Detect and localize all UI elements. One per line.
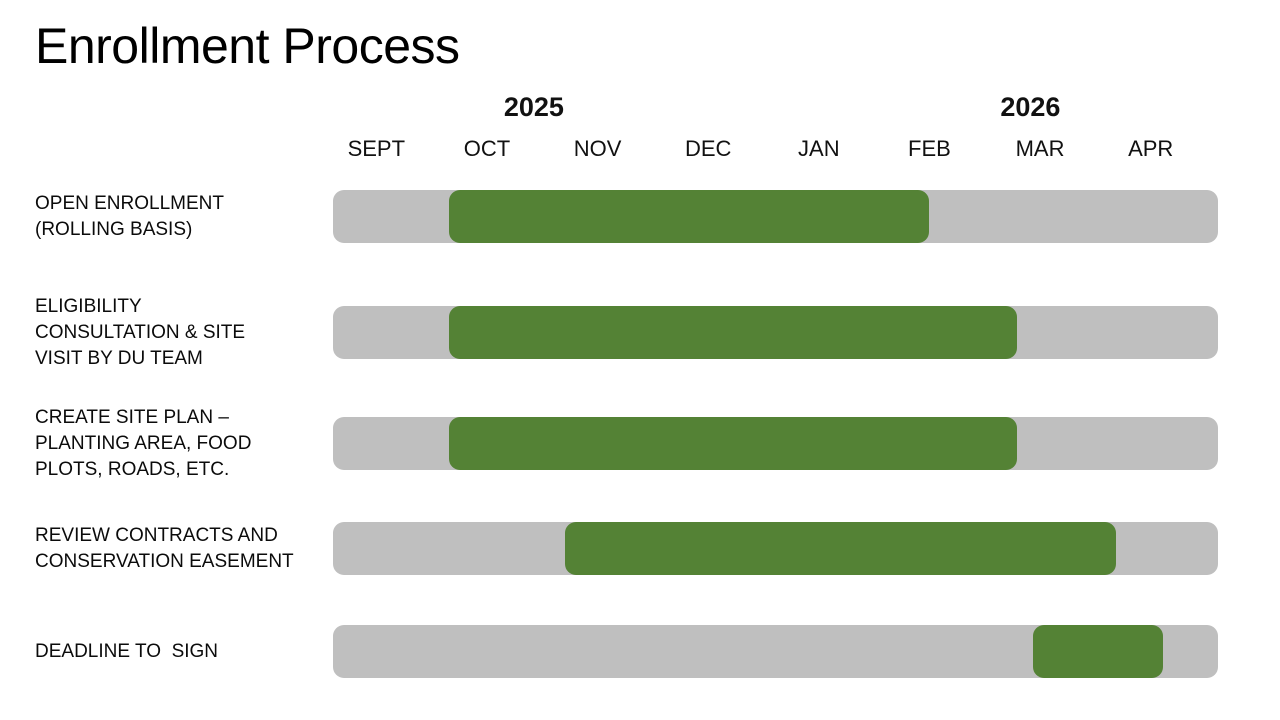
task-row: REVIEW CONTRACTS AND CONSERVATION EASEMEN… — [0, 522, 1280, 575]
task-label-line: (ROLLING BASIS) — [35, 218, 193, 240]
task-label: CREATE SITE PLAN – PLANTING AREA, FOOD PLO… — [35, 405, 325, 483]
task-label: DEADLINE TO SIGN — [35, 639, 325, 665]
bar-active-segment — [449, 417, 1017, 470]
bar-track — [333, 306, 1218, 359]
month-label: FEB — [908, 136, 951, 161]
task-label-line: PLANTING AREA, FOOD — [35, 432, 252, 454]
task-label-line: CONSERVATION EASEMENT — [35, 550, 294, 572]
bar-track — [333, 190, 1218, 243]
month-label: JAN — [798, 136, 840, 161]
year-labels: 2025 2026 — [333, 92, 1218, 122]
month-label: MAR — [1015, 136, 1065, 161]
month-label: SEPT — [347, 136, 406, 161]
task-label: OPEN ENROLLMENT (ROLLING BASIS) — [35, 191, 325, 243]
month-label: APR — [1128, 136, 1174, 161]
task-label: REVIEW CONTRACTS AND CONSERVATION EASEMEN… — [35, 523, 325, 575]
task-label-line: OPEN ENROLLMENT — [35, 192, 224, 214]
bar-active-segment — [1033, 625, 1163, 678]
task-label: ELIGIBILITY CONSULTATION & SITE VISIT BY D… — [35, 294, 325, 372]
year-label: 2026 — [1000, 92, 1061, 122]
task-label-line: VISIT BY DU TEAM — [35, 347, 203, 369]
month-label: NOV — [573, 136, 622, 161]
bar-track — [333, 417, 1218, 470]
bar-active-segment — [565, 522, 1117, 575]
task-row: CREATE SITE PLAN – PLANTING AREA, FOOD PLO… — [0, 407, 1280, 480]
month-labels: SEPT OCT NOV DEC JAN FEB MAR APR — [321, 136, 1206, 162]
month-label: OCT — [463, 136, 511, 161]
timeline-chart: 2025 2026 SEPT OCT NOV DEC JAN FEB MAR APR — [333, 0, 1218, 720]
task-label-line: REVIEW CONTRACTS AND — [35, 524, 278, 546]
task-label-line: DEADLINE TO SIGN — [35, 640, 219, 662]
page-title: Enrollment Process — [35, 18, 460, 74]
task-label-line: CREATE SITE PLAN – — [35, 406, 229, 428]
task-label-line: ELIGIBILITY — [35, 295, 142, 317]
bar-active-segment — [449, 190, 930, 243]
month-label: DEC — [684, 136, 732, 161]
bar-track — [333, 625, 1218, 678]
task-label-line: CONSULTATION & SITE — [35, 321, 246, 343]
task-label-line: PLOTS, ROADS, ETC. — [35, 458, 230, 480]
task-row: DEADLINE TO SIGN — [0, 625, 1280, 678]
year-label: 2025 — [503, 92, 564, 122]
task-row: OPEN ENROLLMENT (ROLLING BASIS) — [0, 190, 1280, 243]
bar-track — [333, 522, 1218, 575]
task-row: ELIGIBILITY CONSULTATION & SITE VISIT BY D… — [0, 296, 1280, 369]
bar-active-segment — [449, 306, 1017, 359]
